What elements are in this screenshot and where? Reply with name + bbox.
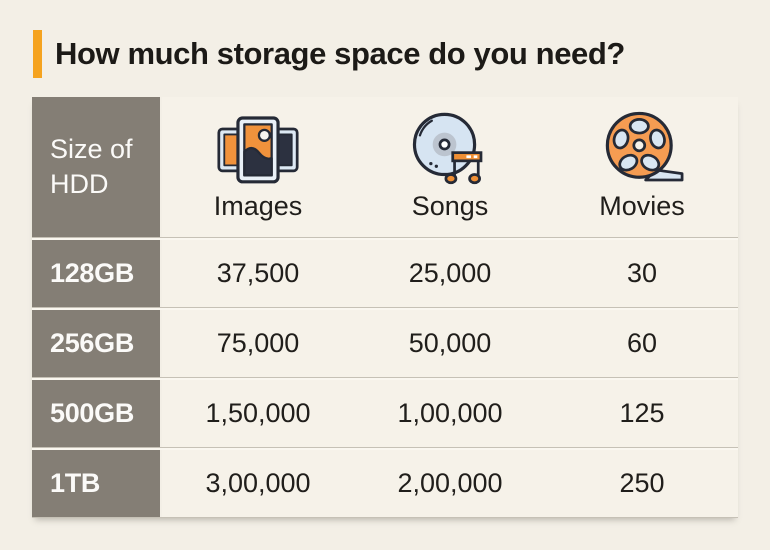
value-128gb-images: 37,500 <box>162 240 354 307</box>
header-cell-size-of-hdd: Size of HDD <box>32 97 162 237</box>
title-block: How much storage space do you need? <box>33 30 625 78</box>
value-1tb-movies: 250 <box>546 450 738 517</box>
movies-icon <box>605 111 684 182</box>
value-1tb-songs: 2,00,000 <box>354 450 546 517</box>
value-256gb-movies: 60 <box>546 310 738 377</box>
images-column-label: Images <box>213 191 303 221</box>
row-label-500gb: 500GB <box>32 380 162 447</box>
value-128gb-movies: 30 <box>546 240 738 307</box>
row-label-1tb: 1TB <box>32 450 162 517</box>
value-1tb-images: 3,00,000 <box>162 450 354 517</box>
header-cell-songs: Songs <box>354 97 546 237</box>
table-row-1tb: 1TB 3,00,000 2,00,000 250 <box>32 450 738 518</box>
songs-icon <box>412 112 483 185</box>
size-of-hdd-label: Size of HDD <box>50 134 133 199</box>
table-header-row: Size of HDD Images <box>32 97 738 238</box>
value-500gb-images: 1,50,000 <box>162 380 354 447</box>
table-row-500gb: 500GB 1,50,000 1,00,000 125 <box>32 380 738 448</box>
table-row-256gb: 256GB 75,000 50,000 60 <box>32 310 738 378</box>
header-cell-movies: Movies <box>546 97 738 237</box>
row-label-256gb: 256GB <box>32 310 162 377</box>
value-256gb-songs: 50,000 <box>354 310 546 377</box>
header-cell-images: Images <box>162 97 354 237</box>
storage-table: Size of HDD Images <box>32 97 738 518</box>
images-icon <box>217 116 299 184</box>
title-accent-bar <box>33 30 42 78</box>
movies-column-label: Movies <box>599 191 685 221</box>
value-500gb-movies: 125 <box>546 380 738 447</box>
table-row-128gb: 128GB 37,500 25,000 30 <box>32 240 738 308</box>
value-128gb-songs: 25,000 <box>354 240 546 307</box>
row-label-128gb: 128GB <box>32 240 162 307</box>
songs-column-label: Songs <box>411 191 489 221</box>
value-500gb-songs: 1,00,000 <box>354 380 546 447</box>
value-256gb-images: 75,000 <box>162 310 354 377</box>
page-title: How much storage space do you need? <box>55 36 625 71</box>
